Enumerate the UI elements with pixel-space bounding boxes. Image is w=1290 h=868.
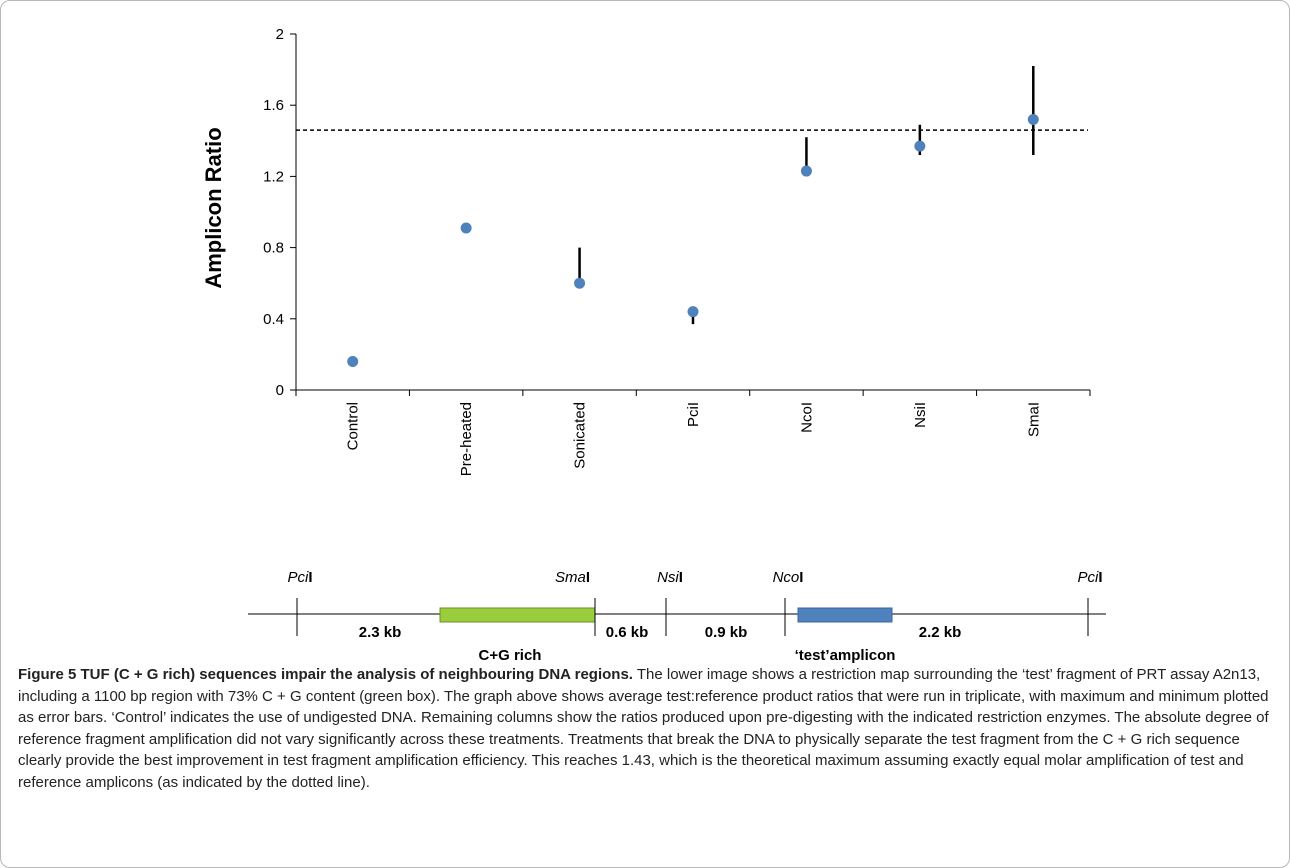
gc-rich-label: C+G rich (479, 647, 542, 664)
gc-rich-box (439, 607, 596, 623)
x-tick-label: PciI (685, 402, 702, 427)
data-point (574, 277, 586, 289)
error-bars (578, 66, 1035, 325)
y-tick-label: 0 (276, 382, 284, 399)
y-tick-label: 1.2 (263, 168, 284, 185)
segment-label: 0.9 kb (705, 624, 748, 641)
map-segments: 2.3 kb 0.6 kb 0.9 kb 2.2 kb (359, 624, 962, 641)
amplicon-label: ‘test’amplicon (795, 647, 896, 664)
segment-label: 0.6 kb (606, 624, 649, 641)
y-tick-label: 2 (276, 26, 284, 43)
site-label: SmaI (555, 569, 590, 586)
x-tick-label: NsiI (912, 402, 929, 428)
x-tick-label: Control (345, 402, 362, 450)
amplicon-box (797, 607, 893, 623)
x-tick-label: NcoI (798, 402, 815, 433)
site-label: PciI (1077, 569, 1102, 586)
data-point (347, 356, 359, 368)
site-label: NsiI (657, 569, 683, 586)
data-point (1027, 113, 1039, 125)
y-axis: 0 0.4 0.8 1.2 1.6 2 (263, 26, 297, 399)
caption-text: The lower image shows a restriction map … (18, 666, 1269, 791)
y-axis-label: Amplicon Ratio (201, 127, 226, 288)
y-tick-label: 1.6 (263, 97, 284, 114)
site-label: NcoI (773, 569, 804, 586)
x-tick-label: SmaI (1025, 402, 1042, 437)
caption-title: Figure 5 TUF (C + G rich) sequences impa… (18, 666, 633, 683)
restriction-map: PciI SmaI NsiI NcoI PciI 2.3 kb 0.6 kb 0.9 kb 2… (248, 569, 1106, 664)
x-axis: Control Pre-heated Sonicated PciI NcoI NsiI Sm… (295, 389, 1091, 476)
x-tick-label: Pre-heated (458, 402, 475, 476)
figure-caption: Figure 5 TUF (C + G rich) sequences impa… (18, 664, 1280, 793)
data-point (687, 306, 699, 318)
segment-label: 2.3 kb (359, 624, 402, 641)
y-tick-label: 0.8 (263, 240, 284, 257)
data-point (800, 165, 812, 177)
map-sites: PciI SmaI NsiI NcoI PciI (287, 569, 1103, 636)
segment-label: 2.2 kb (919, 624, 962, 641)
site-label: PciI (287, 569, 312, 586)
y-tick-label: 0.4 (263, 311, 284, 328)
data-point (460, 222, 472, 234)
x-tick-label: Sonicated (572, 402, 589, 469)
data-point (914, 140, 926, 152)
data-points (347, 113, 1039, 368)
scatter-plot: Amplicon Ratio 0 0.4 0.8 1.2 1.6 2 Control Pre… (201, 26, 1091, 476)
